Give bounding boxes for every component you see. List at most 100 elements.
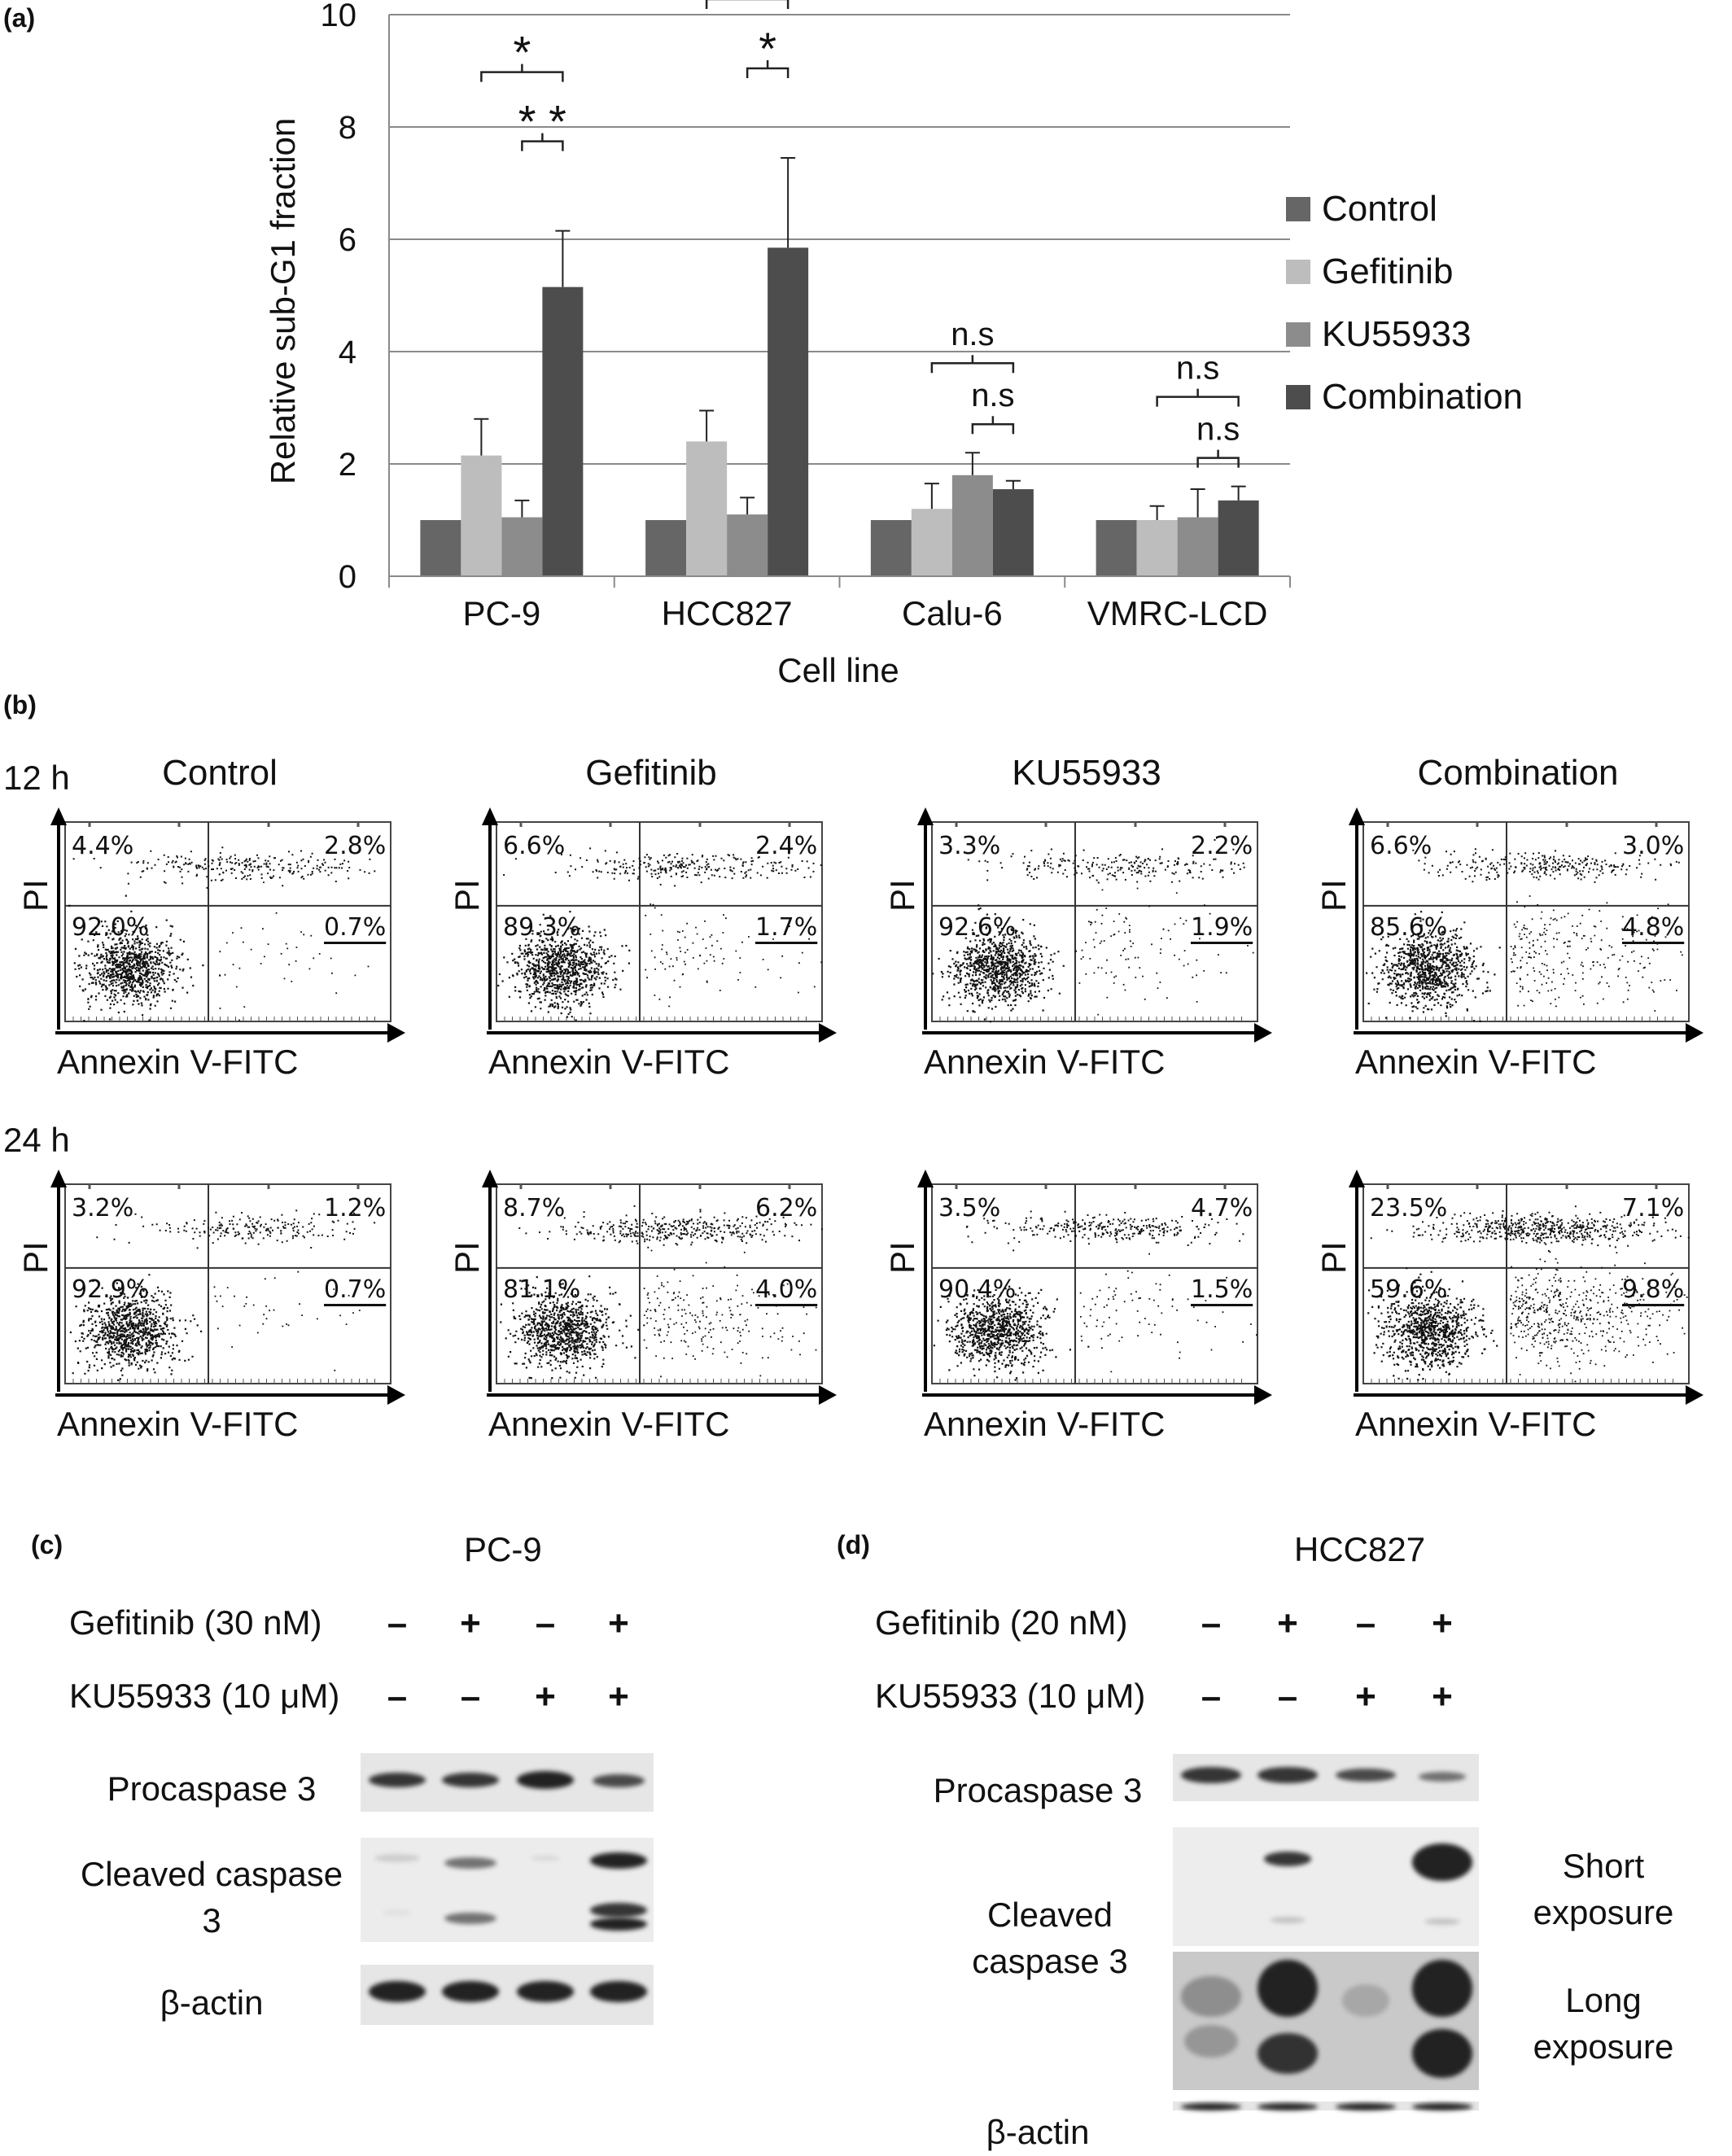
quadrant-upper-left: 3.3% — [938, 832, 1001, 860]
legend-swatch — [1286, 260, 1310, 284]
protein-band — [1184, 2025, 1238, 2058]
facs-y-label: PI — [1314, 1241, 1353, 1274]
legend-item: Combination — [1286, 377, 1523, 418]
plus-sign: + — [1432, 1677, 1453, 1716]
legend-item: Gefitinib — [1286, 251, 1453, 292]
facs-x-label: Annexin V-FITC — [1355, 1043, 1597, 1081]
minus-sign: – — [1201, 1677, 1222, 1716]
protein-band — [1257, 1960, 1318, 2017]
quadrant-lower-left: 92.9% — [72, 1275, 150, 1304]
blot-row-label: Cleaved caspase 3 — [972, 1896, 1128, 1980]
protein-band — [1257, 1767, 1318, 1783]
significance-label: n.s — [971, 378, 1014, 413]
facs-plot — [1349, 807, 1690, 1030]
facs-x-label: Annexin V-FITC — [57, 1405, 299, 1443]
protein-band — [368, 1773, 426, 1787]
plus-sign: + — [1277, 1603, 1298, 1643]
quadrant-lower-right: 4.0% — [755, 1275, 818, 1304]
bar-ku55933 — [951, 474, 993, 576]
quadrant-upper-right: 6.2% — [755, 1194, 818, 1222]
protein-band — [383, 1909, 412, 1916]
bar-control — [870, 520, 912, 576]
quadrant-lower-right: 9.8% — [1622, 1275, 1685, 1304]
protein-band — [1181, 1976, 1241, 2017]
minus-sign: – — [1355, 1603, 1376, 1643]
arrow-head-icon — [1254, 1385, 1272, 1405]
exposure-label: Long exposure — [1533, 1981, 1674, 2066]
arrow-head-icon — [387, 1385, 405, 1405]
legend-item: Control — [1286, 189, 1437, 230]
x-tick-label: PC-9 — [463, 594, 541, 632]
facs-plot — [482, 1170, 823, 1392]
y-axis-label: Relative sub-G1 fraction — [264, 117, 302, 485]
blot-title: PC-9 — [464, 1530, 542, 1568]
significance-label: * * — [518, 96, 566, 147]
quadrant-upper-left: 6.6% — [503, 832, 566, 860]
quadrant-lower-left: 85.6% — [1370, 913, 1448, 942]
protein-band — [444, 1913, 496, 1924]
quadrant-upper-right: 4.7% — [1191, 1194, 1253, 1222]
facs-column-title: Combination — [1417, 753, 1619, 793]
arrow-head-icon — [1254, 1023, 1272, 1043]
protein-band — [589, 1918, 648, 1931]
quadrant-lower-right: 0.7% — [324, 913, 387, 942]
y-tick-label: 6 — [339, 222, 356, 258]
facs-x-label: Annexin V-FITC — [1355, 1405, 1597, 1443]
bar-ku55933 — [727, 514, 768, 576]
treatment-label: Gefitinib (30 nM) — [69, 1603, 322, 1642]
protein-band — [441, 1773, 500, 1787]
quadrant-upper-left: 6.6% — [1370, 832, 1432, 860]
legend-label: Control — [1322, 189, 1437, 229]
protein-band — [589, 1852, 648, 1869]
event-dots — [932, 839, 1254, 1023]
minus-sign: – — [535, 1603, 556, 1643]
quadrant-lower-right: 0.7% — [324, 1275, 387, 1304]
facs-y-label: PI — [16, 1241, 55, 1274]
quadrant-upper-left: 3.5% — [938, 1194, 1001, 1222]
x-tick-label: VMRC-LCD — [1087, 594, 1268, 632]
protein-band — [1412, 2029, 1472, 2078]
quadrant-lower-left: 92.0% — [72, 913, 150, 942]
legend-swatch — [1286, 385, 1310, 409]
significance-label: n.s — [1196, 412, 1240, 448]
quadrant-lower-right: 4.8% — [1622, 913, 1685, 942]
protein-band — [374, 1854, 421, 1862]
bar-combination — [768, 247, 809, 576]
facs-plot — [50, 807, 391, 1030]
facs-plot — [917, 807, 1258, 1030]
protein-band — [516, 1981, 575, 2002]
blot-title: HCC827 — [1294, 1530, 1426, 1568]
treatment-label: Gefitinib (20 nM) — [875, 1603, 1128, 1642]
legend-swatch — [1286, 322, 1310, 347]
quadrant-upper-right: 1.2% — [324, 1194, 387, 1222]
facs-y-label: PI — [16, 879, 55, 912]
bracket-gefitinib-vs-combination — [705, 0, 789, 9]
facs-y-label: PI — [1314, 879, 1353, 912]
quadrant-lower-right: 1.9% — [1191, 913, 1253, 942]
arrow-head-icon — [1349, 1170, 1365, 1187]
bar-control — [420, 520, 461, 576]
protein-band — [1412, 1843, 1472, 1881]
arrow-head-icon — [819, 1385, 837, 1405]
quadrant-lower-right: 1.5% — [1191, 1275, 1253, 1304]
bar-gefitinib — [911, 509, 952, 576]
quadrant-upper-right: 2.4% — [755, 832, 818, 860]
arrow-head-icon — [50, 807, 67, 825]
minus-sign: – — [1277, 1677, 1298, 1716]
facs-x-label: Annexin V-FITC — [488, 1405, 730, 1443]
panel-label-b: (b) — [3, 690, 37, 719]
protein-band — [589, 1903, 648, 1918]
facs-plot — [917, 1170, 1258, 1392]
protein-band — [1412, 1960, 1472, 2017]
blot-strip — [1173, 2101, 1479, 2110]
protein-band — [444, 1857, 496, 1869]
y-tick-label: 0 — [339, 559, 356, 595]
facs-column-title: KU55933 — [1012, 753, 1161, 793]
quadrant-lower-left: 90.4% — [938, 1275, 1017, 1304]
quadrant-upper-left: 4.4% — [72, 832, 134, 860]
protein-band — [1181, 1767, 1241, 1783]
legend-label: KU55933 — [1322, 314, 1472, 354]
arrow-head-icon — [50, 1170, 67, 1187]
facs-y-label: PI — [448, 879, 486, 912]
protein-band — [1257, 2103, 1318, 2110]
